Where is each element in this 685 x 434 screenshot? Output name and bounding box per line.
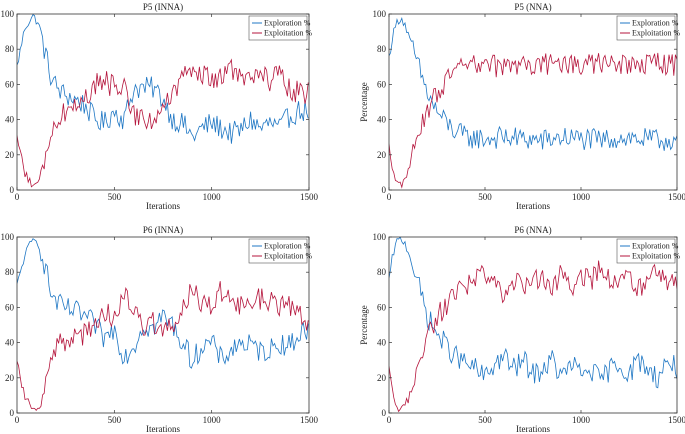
plot-frame	[16, 13, 310, 191]
y-tick-label: 40	[377, 338, 387, 348]
legend-entry: Exploration %	[632, 242, 679, 251]
legend-entry: Exploration %	[632, 19, 679, 28]
x-tick-label: 1000	[203, 192, 222, 202]
x-tick-label: 1500	[300, 415, 319, 425]
y-tick-label: 40	[5, 338, 15, 348]
x-tick-label: 500	[108, 415, 122, 425]
y-tick-label: 20	[377, 373, 387, 383]
x-tick-label: 0	[15, 415, 20, 425]
plot-frame	[388, 13, 678, 191]
y-tick-label: 100	[1, 9, 15, 19]
x-axis-label: Iterations	[516, 201, 550, 211]
legend: Exploration %Exploitation %	[248, 15, 313, 41]
y-tick-label: 100	[373, 9, 387, 19]
legend-entry: Exploitation %	[264, 29, 313, 38]
y-tick-label: 0	[382, 408, 387, 418]
legend-entry: Exploitation %	[264, 252, 313, 261]
x-tick-label: 1000	[572, 415, 591, 425]
chart-title: P6 (NNA)	[514, 225, 551, 235]
y-tick-label: 0	[10, 408, 15, 418]
series-line-exploitation	[17, 281, 309, 412]
legend-entry: Exploration %	[264, 242, 311, 251]
y-tick-label: 20	[5, 150, 15, 160]
x-tick-label: 500	[478, 192, 492, 202]
x-tick-label: 1000	[572, 192, 591, 202]
x-tick-label: 1000	[203, 415, 222, 425]
y-tick-label: 100	[373, 232, 387, 242]
chart-title: P5 (INNA)	[143, 2, 183, 12]
x-tick-label: 1500	[668, 192, 685, 202]
x-tick-label: 1500	[668, 415, 685, 425]
chart-title: P5 (NNA)	[514, 2, 551, 12]
legend-box	[616, 15, 676, 41]
series-line-exploitation	[389, 260, 677, 413]
y-tick-label: 80	[5, 267, 15, 277]
series-line-exploration	[389, 17, 677, 151]
x-tick-label: 1500	[300, 192, 319, 202]
series-line-exploitation	[17, 58, 309, 188]
chart-title: P6 (INNA)	[143, 225, 183, 235]
y-tick-label: 40	[377, 115, 387, 125]
legend: Exploration %Exploitation %	[616, 238, 681, 264]
y-tick-label: 60	[377, 79, 387, 89]
plot-frame	[388, 236, 678, 414]
x-axis-label: Iterations	[146, 201, 180, 211]
y-tick-label: 0	[382, 185, 387, 195]
series-line-exploitation	[389, 52, 677, 189]
y-tick-label: 100	[1, 232, 15, 242]
y-tick-label: 80	[377, 267, 387, 277]
x-tick-label: 0	[387, 192, 392, 202]
y-tick-label: 20	[5, 373, 15, 383]
y-axis-label: Percentage	[359, 82, 369, 121]
y-tick-label: 80	[377, 44, 387, 54]
x-axis-label: Iterations	[146, 424, 180, 434]
y-tick-label: 80	[5, 44, 15, 54]
legend-box	[248, 15, 308, 41]
y-tick-label: 60	[377, 302, 387, 312]
x-axis-label: Iterations	[516, 424, 550, 434]
series-line-exploration	[17, 238, 309, 369]
y-tick-label: 0	[10, 185, 15, 195]
x-tick-label: 500	[108, 192, 122, 202]
x-tick-label: 0	[15, 192, 20, 202]
y-axis-label: Percentage	[359, 305, 369, 344]
legend-entry: Exploration %	[264, 19, 311, 28]
y-tick-label: 60	[5, 79, 15, 89]
y-tick-label: 20	[377, 150, 387, 160]
series-line-exploration	[389, 237, 677, 389]
y-tick-label: 60	[5, 302, 15, 312]
legend: Exploration %Exploitation %	[616, 15, 681, 41]
legend-box	[616, 238, 676, 264]
legend-entry: Exploitation %	[632, 252, 681, 261]
legend-entry: Exploitation %	[632, 29, 681, 38]
x-tick-label: 0	[387, 415, 392, 425]
legend-box	[248, 238, 308, 264]
plot-frame	[16, 236, 310, 414]
legend: Exploration %Exploitation %	[248, 238, 313, 264]
x-tick-label: 500	[478, 415, 492, 425]
y-tick-label: 40	[5, 115, 15, 125]
